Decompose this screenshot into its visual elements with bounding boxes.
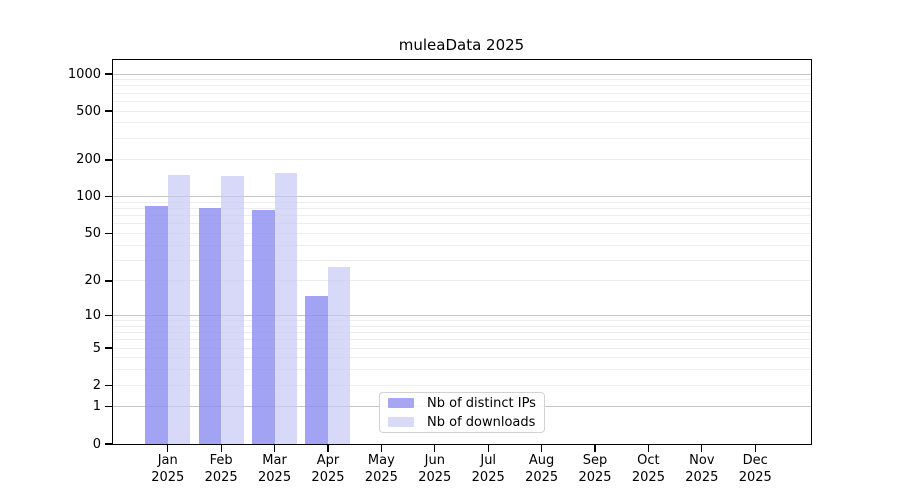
x-tick-label-jun: Jun 2025	[418, 453, 452, 485]
y-tick-mark-5	[105, 347, 112, 349]
x-tick-mark-aug	[541, 445, 543, 452]
x-tick-label-feb: Feb 2025	[204, 453, 238, 485]
x-tick-label-dec: Dec 2025	[738, 453, 772, 485]
y-tick-mark-1	[105, 406, 112, 408]
legend-label-distinct-ips: Nb of distinct IPs	[427, 395, 536, 411]
gridline-minor-4	[112, 357, 811, 359]
x-tick-label-sep: Sep 2025	[578, 453, 612, 485]
gridline-minor-20	[112, 280, 811, 282]
y-tick-mark-10	[105, 314, 112, 317]
y-tick-mark-200	[105, 159, 112, 161]
x-tick-label-jan: Jan 2025	[151, 453, 185, 485]
x-tick-mark-feb	[220, 445, 222, 452]
y-tick-label-0: 0	[92, 436, 101, 452]
gridline-minor-40	[112, 244, 811, 246]
x-tick-label-oct: Oct 2025	[631, 453, 665, 485]
y-tick-mark-2	[105, 384, 112, 386]
x-tick-label-apr: Apr 2025	[311, 453, 345, 485]
legend: Nb of distinct IPs Nb of downloads	[379, 392, 545, 433]
x-tick-mark-apr	[327, 445, 329, 452]
gridline-minor-200	[112, 159, 811, 161]
y-tick-label-10: 10	[84, 308, 101, 324]
y-tick-mark-0	[105, 443, 112, 445]
gridline-minor-80	[112, 208, 811, 210]
x-tick-mark-nov	[701, 445, 703, 452]
gridline-minor-3	[112, 369, 811, 371]
gridline-minor-400	[112, 122, 811, 124]
y-tick-label-500: 500	[76, 103, 101, 119]
x-tick-label-may: May 2025	[364, 453, 398, 485]
gridline-minor-900	[112, 79, 811, 81]
gridline-minor-2	[112, 384, 811, 386]
y-tick-mark-100	[105, 196, 112, 198]
gridline-minor-700	[112, 92, 811, 94]
x-tick-mark-jan	[167, 445, 169, 452]
x-tick-label-mar: Mar 2025	[258, 453, 292, 485]
gridline-minor-300	[112, 137, 811, 139]
legend-swatch-distinct-ips	[388, 398, 414, 408]
gridline-minor-90	[112, 201, 811, 203]
bar-distinct-ips-mar	[252, 209, 275, 444]
gridline-minor-9	[112, 320, 811, 322]
gridline-minor-5	[112, 347, 811, 349]
gridline-minor-60	[112, 223, 811, 225]
legend-label-downloads: Nb of downloads	[427, 414, 536, 430]
gridline-major-10	[112, 315, 811, 317]
y-tick-mark-50	[105, 232, 112, 235]
y-tick-label-1: 1	[92, 399, 101, 415]
y-tick-label-20: 20	[84, 273, 101, 289]
x-tick-label-aug: Aug 2025	[525, 453, 559, 485]
x-tick-mark-may	[380, 445, 382, 452]
legend-swatch-downloads	[388, 417, 414, 427]
y-tick-label-200: 200	[76, 152, 101, 168]
gridline-minor-600	[112, 100, 811, 102]
y-tick-label-5: 5	[92, 340, 101, 356]
y-tick-label-50: 50	[84, 225, 101, 241]
bar-downloads-jan	[167, 174, 191, 444]
gridline-minor-70	[112, 215, 811, 217]
bar-downloads-mar	[274, 172, 298, 444]
x-tick-label-jul: Jul 2025	[471, 453, 505, 485]
gridline-minor-500	[112, 110, 811, 112]
x-tick-mark-jun	[434, 445, 436, 452]
legend-item-downloads: Nb of downloads	[380, 415, 544, 430]
legend-item-distinct-ips: Nb of distinct IPs	[380, 396, 544, 411]
gridline-minor-7	[112, 332, 811, 334]
y-tick-mark-20	[105, 280, 112, 282]
gridline-minor-50	[112, 232, 811, 234]
bar-downloads-apr	[327, 267, 351, 444]
gridline-major-100	[112, 196, 811, 198]
x-tick-mark-sep	[594, 445, 596, 452]
bar-distinct-ips-jan	[145, 206, 168, 444]
y-tick-mark-1000	[105, 73, 112, 75]
gridline-minor-6	[112, 339, 811, 341]
bar-distinct-ips-feb	[198, 207, 222, 444]
bar-distinct-ips-apr	[305, 295, 328, 444]
x-tick-mark-mar	[273, 445, 276, 452]
x-tick-label-nov: Nov 2025	[685, 453, 719, 485]
chart-title: muleaData 2025	[398, 36, 525, 54]
x-tick-mark-jul	[487, 445, 489, 452]
y-tick-label-2: 2	[92, 377, 101, 393]
bar-downloads-feb	[221, 176, 244, 444]
gridline-major-1000	[112, 73, 811, 75]
gridline-minor-8	[112, 325, 811, 327]
gridline-minor-30	[112, 259, 811, 261]
x-tick-mark-dec	[754, 445, 756, 452]
y-tick-label-1000: 1000	[67, 66, 101, 82]
y-tick-label-100: 100	[76, 189, 101, 205]
gridline-minor-800	[112, 85, 811, 87]
y-tick-mark-500	[105, 110, 112, 112]
x-tick-mark-oct	[647, 445, 650, 452]
